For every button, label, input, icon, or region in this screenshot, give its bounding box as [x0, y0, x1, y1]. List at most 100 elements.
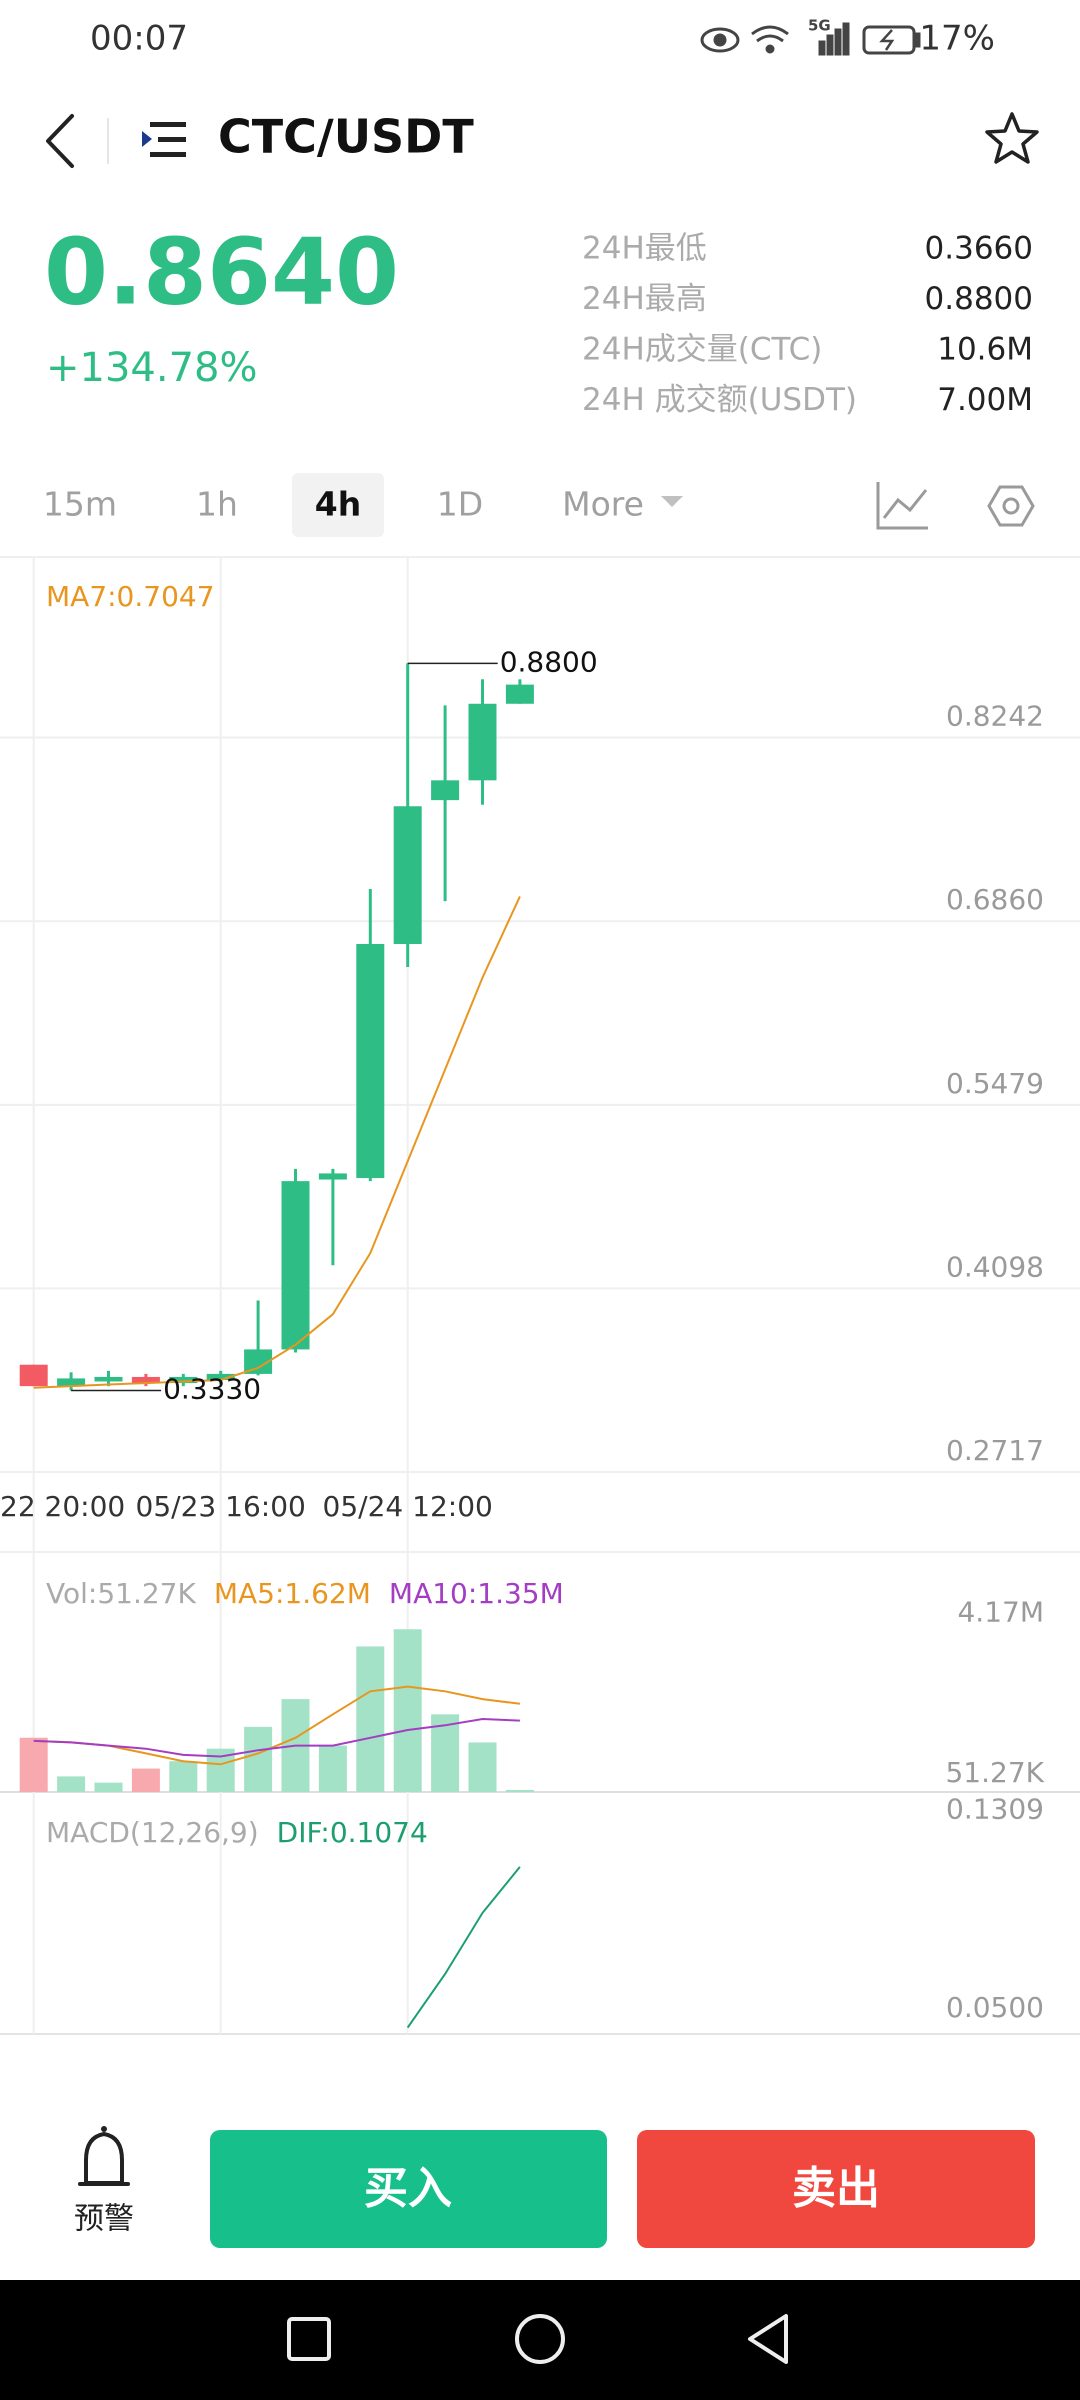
tab[interactable]: 1D — [437, 485, 483, 524]
tab-label: 1D — [437, 485, 483, 524]
tab[interactable]: 4h — [292, 473, 384, 537]
charts: 0.8242 0.6860 0.5479 0.4098 0.2717 22 20:00 05… — [0, 557, 1080, 2034]
alert-button[interactable]: 预警 — [74, 2126, 134, 2237]
price-change: +134.78% — [46, 345, 257, 391]
chart-type-button[interactable] — [876, 482, 928, 530]
stat-value: 0.8800 — [925, 281, 1033, 317]
signal-bar — [842, 22, 850, 56]
buy-button[interactable] — [210, 2130, 607, 2248]
eye-pupil — [713, 33, 727, 47]
candle-body — [468, 703, 497, 781]
volume-bar — [356, 1646, 385, 1792]
volume-bar — [94, 1782, 123, 1792]
signal-bar — [834, 28, 842, 56]
y-tick-label: 0.2717 — [946, 1434, 1044, 1467]
tab[interactable]: More — [562, 485, 683, 524]
extreme-label: 0.3330 — [163, 1373, 261, 1406]
tab-label: 15m — [43, 485, 117, 524]
ticker-stats: 24H最低 0.3660 24H最高 0.8800 24H成交量(CTC) 10.6M 24… — [582, 231, 1033, 419]
last-price: 0.8640 — [44, 218, 399, 325]
stat-label: 24H最低 — [582, 231, 707, 267]
candle-body — [169, 1376, 198, 1384]
network-type: 5G — [808, 17, 831, 35]
candle-body — [356, 943, 385, 1179]
bell-top — [101, 2126, 107, 2132]
volume-bar — [244, 1726, 273, 1792]
menu-line — [150, 122, 186, 127]
volume-bar — [505, 1789, 534, 1792]
volume-bar — [393, 1629, 422, 1792]
sell-button[interactable] — [637, 2130, 1035, 2248]
x-tick-label: 05/24 12:00 — [323, 1490, 493, 1523]
y-tick-label: 0.6860 — [946, 883, 1044, 916]
legend-label: MA5:1.62M — [214, 1577, 371, 1610]
hexagon-icon — [987, 485, 1035, 527]
menu-line — [158, 137, 186, 142]
candle-body — [393, 806, 422, 944]
volume-bar — [169, 1761, 198, 1792]
volume-bar — [131, 1768, 160, 1792]
y-tick-label: 51.27K — [945, 1756, 1044, 1789]
dropdown-arrow — [661, 496, 683, 507]
back-nav-button[interactable] — [748, 2314, 788, 2364]
candle-body — [19, 1364, 48, 1387]
volume-bar — [19, 1737, 48, 1792]
candle-body — [206, 1373, 235, 1381]
volume-bar — [468, 1742, 497, 1792]
tab-label: 4h — [315, 485, 361, 524]
chart-axis-icon — [876, 482, 928, 530]
ma-line — [33, 1717, 520, 1758]
candle-body — [57, 1378, 86, 1387]
home-button[interactable] — [515, 2314, 565, 2364]
stat-value: 0.3660 — [925, 231, 1033, 267]
status-time: 00:07 — [90, 19, 188, 59]
candle-body — [505, 684, 534, 704]
tab-label: More — [562, 485, 644, 524]
y-tick-label: 0.5479 — [946, 1067, 1044, 1100]
charging-bolt — [879, 29, 895, 51]
x-tick-label: 05/23 16:00 — [136, 1490, 306, 1523]
dif-line — [406, 1866, 521, 2029]
settings-button[interactable] — [987, 485, 1035, 527]
legend-label: Vol:51.27K — [46, 1577, 196, 1610]
ma-label: MA7:0.7047 — [46, 580, 215, 613]
interval-tabs: 15m 1h 4h 1D More — [43, 473, 683, 537]
bell-icon — [84, 2132, 124, 2185]
battery-tip — [913, 32, 921, 48]
stat-label: 24H成交量(CTC) — [582, 332, 822, 368]
stat-label: 24H最高 — [582, 281, 707, 317]
status-icons — [700, 22, 921, 56]
y-tick-label: 0.8242 — [946, 700, 1044, 733]
extreme-label: 0.8800 — [500, 645, 598, 678]
y-tick-label: 0.0500 — [946, 1991, 1044, 2024]
buy-label: 买入 — [364, 2163, 452, 2214]
candle-body — [431, 780, 460, 801]
menu-button[interactable] — [142, 122, 186, 157]
x-tick-label: 22 20:00 — [0, 1490, 125, 1523]
tab[interactable]: 15m — [43, 485, 117, 524]
chart-line-icon — [882, 489, 928, 519]
sell-label: 卖出 — [792, 2163, 880, 2214]
stat-value: 10.6M — [937, 332, 1033, 368]
candle-body — [281, 1181, 310, 1350]
menu-line — [150, 152, 186, 157]
pair-title: CTC/USDT — [218, 110, 474, 164]
candle-body — [94, 1376, 123, 1382]
stat-value: 7.00M — [937, 382, 1033, 418]
nav-bar — [0, 2280, 1080, 2400]
y-tick-label: 4.17M — [957, 1595, 1044, 1628]
y-tick-label: 0.4098 — [946, 1250, 1044, 1283]
signal-bar — [818, 40, 826, 56]
wifi-dot — [765, 44, 775, 54]
ma-line — [33, 895, 521, 1389]
favorite-button[interactable] — [985, 112, 1039, 164]
indicator-title: MACD(12,26,9) — [46, 1816, 259, 1849]
tab[interactable]: 1h — [196, 485, 238, 524]
back-button[interactable] — [46, 114, 74, 168]
alert-label: 预警 — [74, 2202, 134, 2237]
battery-level: 17% — [919, 19, 995, 59]
tab-highlight — [292, 473, 384, 537]
volume-bar — [57, 1776, 86, 1792]
recents-button[interactable] — [287, 2317, 331, 2361]
